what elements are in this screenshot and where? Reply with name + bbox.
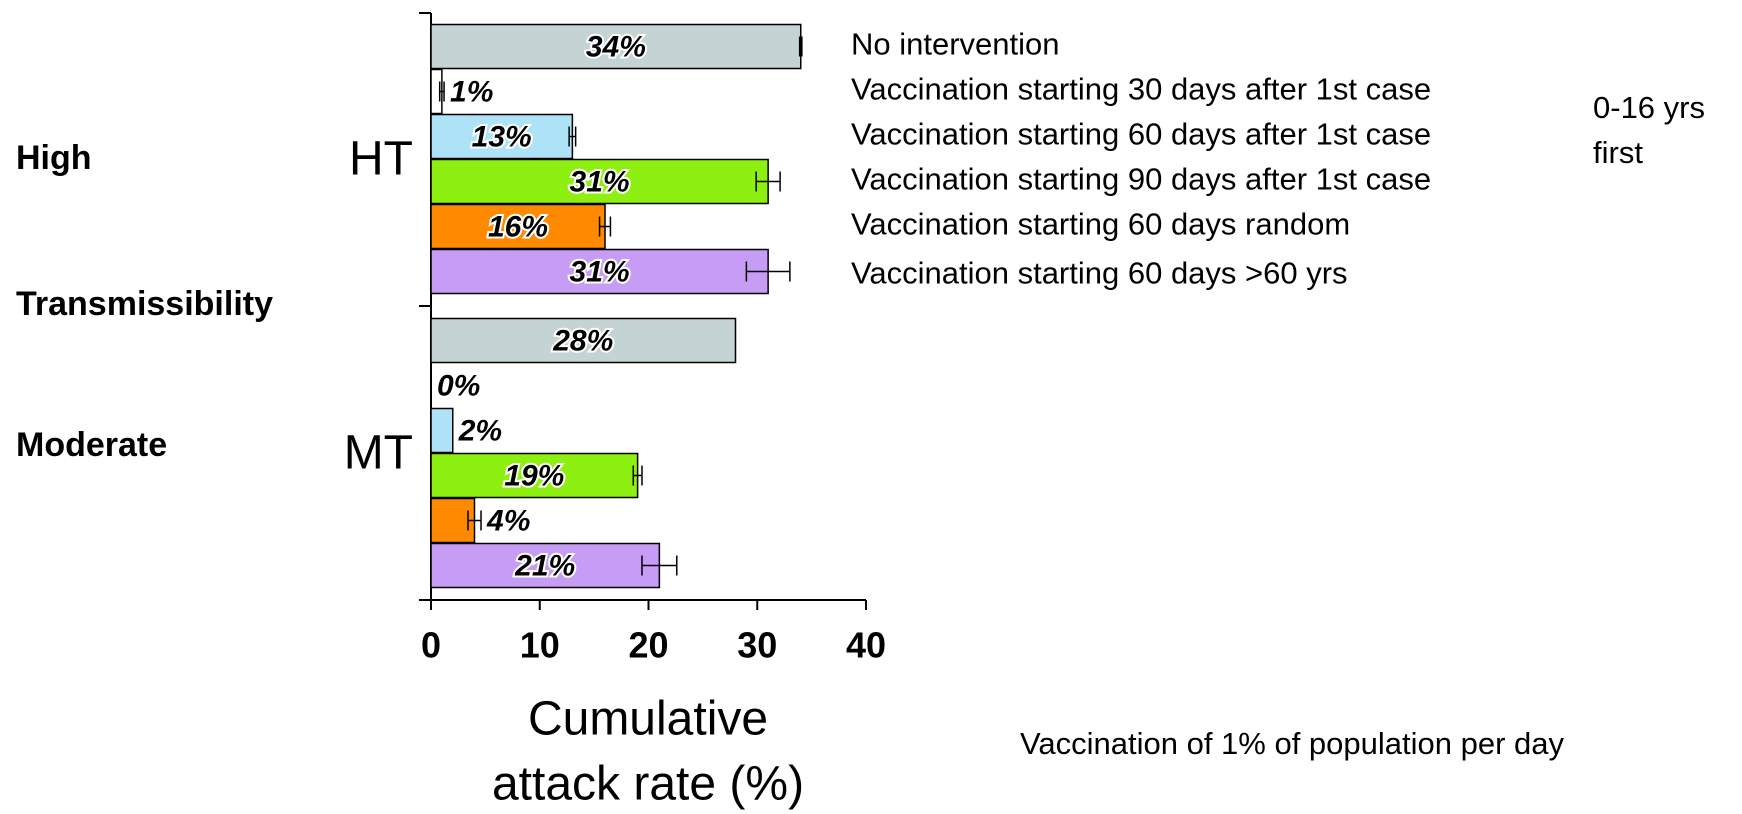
legend-label: Vaccination starting 60 days after 1st c… — [851, 117, 1431, 152]
bar — [430, 317, 737, 364]
error-bar — [438, 81, 445, 102]
x-tick-label: 10 — [520, 625, 560, 666]
legend-label: Vaccination starting 90 days after 1st c… — [851, 162, 1431, 197]
data-label: 19% — [504, 459, 564, 492]
bar — [430, 452, 639, 499]
x-tick-label: 40 — [846, 625, 886, 666]
x-tick-label: 0 — [421, 625, 441, 666]
error-bar — [755, 171, 781, 192]
data-label: 4% — [486, 504, 530, 537]
legend-label: Vaccination starting 60 days >60 yrs — [851, 256, 1348, 291]
data-label: 21% — [514, 549, 575, 582]
legend-label: No intervention — [851, 27, 1060, 62]
x-axis-label: attack rate (%) — [492, 758, 804, 811]
error-bar — [598, 216, 612, 237]
data-label: 16% — [488, 210, 548, 243]
error-bar — [467, 510, 482, 531]
legend-label: Vaccination starting 60 days random — [851, 207, 1350, 242]
data-label: 34% — [586, 30, 646, 63]
data-label: 2% — [458, 414, 502, 447]
bar — [430, 203, 606, 250]
group-annotation: Transmissibility — [16, 285, 273, 323]
bar — [430, 158, 769, 205]
bar — [430, 407, 454, 454]
data-label: 28% — [552, 324, 613, 357]
data-label: 0% — [437, 369, 480, 402]
group-label: MT — [344, 427, 413, 480]
x-tick-label: 20 — [628, 625, 668, 666]
data-label: 31% — [570, 255, 630, 288]
error-bar — [798, 36, 803, 57]
bar — [430, 113, 574, 160]
group-annotation: High — [16, 139, 92, 177]
bar — [430, 248, 769, 295]
data-label: 13% — [472, 120, 532, 153]
footnote: Vaccination of 1% of population per day — [1020, 726, 1565, 761]
data-label: 1% — [450, 75, 493, 108]
group-label: HT — [349, 133, 413, 186]
x-axis-label: Cumulative — [528, 693, 768, 746]
error-bar — [568, 126, 577, 147]
data-label: 31% — [570, 165, 630, 198]
legend-label: Vaccination starting 30 days after 1st c… — [851, 72, 1431, 107]
x-tick-label: 30 — [737, 625, 777, 666]
bar — [430, 542, 661, 589]
error-bar — [641, 555, 678, 576]
error-bar — [632, 465, 643, 486]
group-annotation: Moderate — [16, 426, 167, 464]
error-bar — [745, 261, 791, 282]
bracket-note: 0-16 yrs — [1593, 90, 1705, 125]
bracket-note: first — [1593, 135, 1643, 170]
